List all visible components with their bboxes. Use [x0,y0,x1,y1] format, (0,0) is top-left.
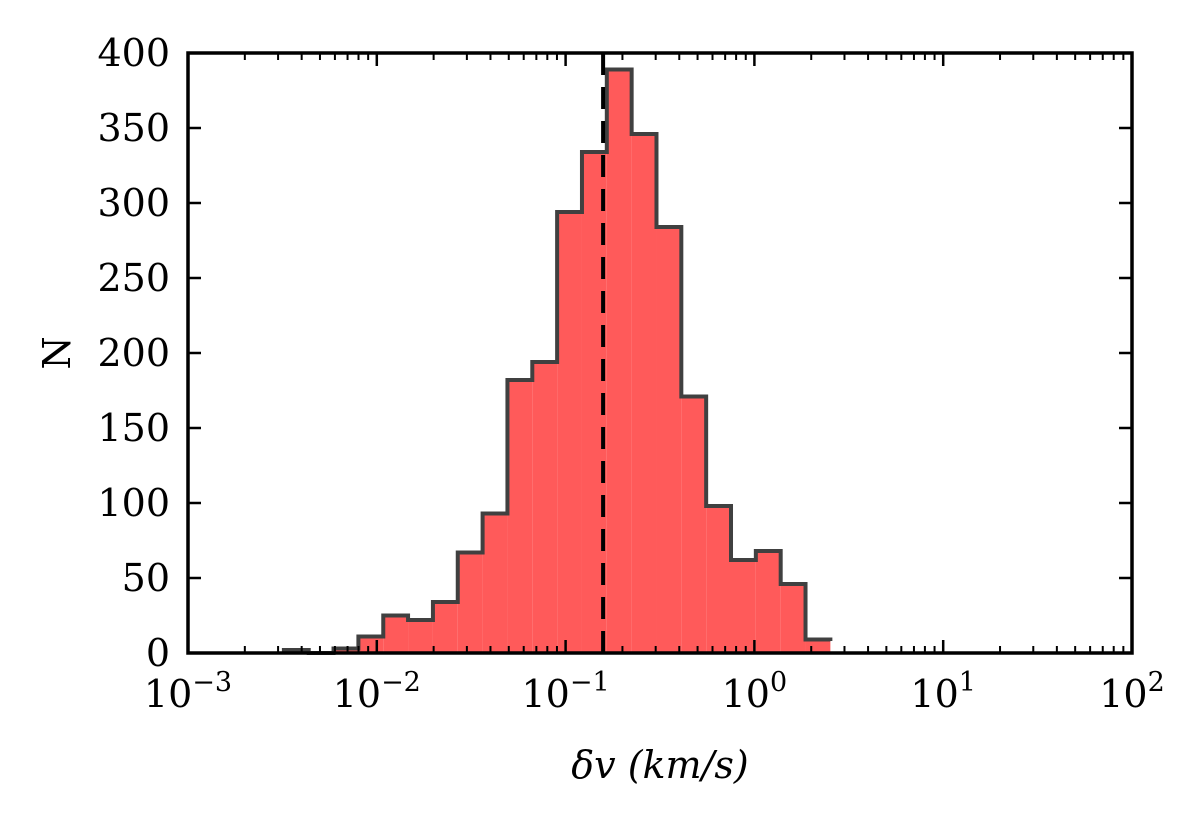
histogram-bar [383,615,409,653]
y-tick-label: 0 [146,631,170,675]
x-tick-labels: 10−3 10−2 10−1 100 101 102 [144,667,1165,716]
histogram-bar [457,552,483,653]
histogram-bar [482,513,508,653]
plot-frame [186,51,1134,655]
x-axis-label: δv (km/s) [571,743,748,787]
y-tick-labels: 0 50 100 150 200 250 300 350 400 [97,31,170,675]
x-tick-label: 100 [722,667,788,716]
x-tick-label: 10−3 [144,667,232,716]
histogram-bar [507,380,533,653]
y-tick-label: 100 [97,481,170,525]
x-tick-label: 10−2 [333,667,421,716]
histogram-bar [706,506,732,653]
histogram-bar [432,602,458,653]
y-tick-label: 350 [97,106,170,150]
histogram-bar [606,69,632,653]
x-tick-label: 102 [1099,667,1165,716]
y-tick-label: 50 [122,556,170,600]
histogram-bar [358,636,384,653]
histogram-bar [408,620,433,653]
histogram-bar [805,639,831,653]
histogram-bar [681,396,707,653]
histogram-bar [755,551,781,653]
histogram-outline [281,67,833,655]
histogram-bar [731,560,756,653]
histogram-bar [557,212,582,653]
y-tick-label: 300 [97,181,170,225]
histogram-bar [333,648,359,653]
y-tick-label: 400 [97,31,170,75]
histogram-bar [631,134,657,653]
y-tick-label: 250 [97,256,170,300]
x-tick-label: 10−1 [522,667,610,716]
histogram-bar [656,227,682,653]
histogram-bar [532,362,558,653]
y-axis-label: N [35,336,79,369]
x-tick-label: 101 [910,667,976,716]
y-tick-label: 150 [97,406,170,450]
y-tick-label: 200 [97,331,170,375]
histogram-bar [780,584,806,653]
